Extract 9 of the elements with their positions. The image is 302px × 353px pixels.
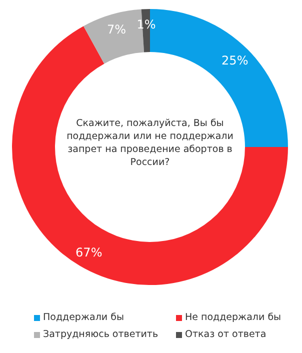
legend-label: Отказ от ответа: [185, 329, 266, 340]
text: Скажите, пожалуйста, Вы бы поддержали или не поддержали запрет на проведение абортов в России?: [66, 117, 234, 169]
data-label: 7%: [106, 22, 126, 36]
legend-label: Поддержали бы: [43, 312, 124, 323]
data-label: 25%: [222, 53, 248, 68]
data-label: 67%: [76, 245, 102, 260]
data-label: 1%: [136, 18, 156, 32]
legend-label: Не поддержали бы: [185, 312, 282, 323]
legend-label: Затрудняюсь ответить: [43, 329, 158, 340]
